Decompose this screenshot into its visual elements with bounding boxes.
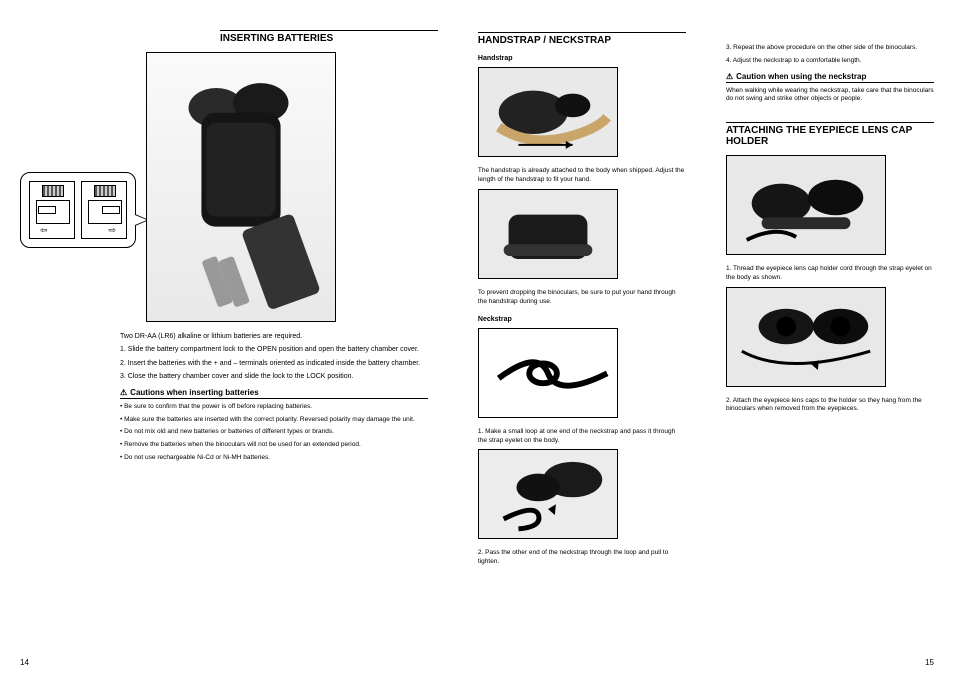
column-middle: HANDSTRAP / NECKSTRAP Handstrap The hand…: [458, 0, 706, 675]
arrow-left-icon: ⇦: [40, 225, 48, 236]
lenscap-svg-1: [727, 156, 885, 255]
handstrap-photo-1: [478, 67, 618, 157]
heading-insert-batteries: INSERTING BATTERIES: [220, 30, 438, 44]
battery-figure-row: ⇦ ⇨: [20, 52, 438, 322]
neckstrap-caution-heading: ⚠ Caution when using the neckstrap: [726, 72, 934, 83]
neckstrap-step-3: 3. Repeat the above procedure on the oth…: [726, 44, 934, 53]
heading-lens-cap-holder: ATTACHING THE EYEPIECE LENS CAP HOLDER: [726, 122, 934, 147]
neckstrap-svg-2: [479, 450, 617, 539]
lenscap-photo-1: [726, 155, 886, 255]
page-number-left: 14: [20, 658, 29, 667]
lock-icon-locked: ⇦: [29, 181, 75, 239]
heading-strap-text: HANDSTRAP / NECKSTRAP: [478, 32, 686, 46]
battery-intro: Two DR-AA (LR6) alkaline or lithium batt…: [120, 332, 428, 341]
neckstrap-svg-1: [479, 329, 617, 418]
binoculars-svg: [147, 53, 335, 321]
lenscap-svg-2: [727, 287, 885, 386]
battery-caution-3: • Do not mix old and new batteries or ba…: [120, 428, 428, 437]
lenscap-step-1: 1. Thread the eyepiece lens cap holder c…: [726, 265, 934, 283]
battery-caution-2: • Make sure the batteries are inserted w…: [120, 416, 428, 425]
arrow-right-icon: ⇨: [108, 225, 116, 236]
battery-caution-heading: ⚠ Cautions when inserting batteries: [120, 388, 428, 399]
battery-caution-4: • Remove the batteries when the binocula…: [120, 441, 428, 450]
handstrap-step-2: To prevent dropping the binoculars, be s…: [478, 289, 686, 307]
heading-strap: HANDSTRAP / NECKSTRAP: [478, 30, 686, 46]
neckstrap-photo-1: [478, 328, 618, 418]
neckstrap-step-2: 2. Pass the other end of the neckstrap t…: [478, 549, 686, 567]
neckstrap-step-1: 1. Make a small loop at one end of the n…: [478, 428, 686, 446]
battery-step-3: 3. Close the battery chamber cover and s…: [120, 372, 428, 381]
neckstrap-title: Neckstrap: [478, 315, 686, 324]
battery-text-block: Two DR-AA (LR6) alkaline or lithium batt…: [120, 332, 428, 463]
handstrap-step-1: The handstrap is already attached to the…: [478, 167, 686, 185]
neckstrap-caution-heading-text: Caution when using the neckstrap: [736, 72, 866, 81]
handstrap-title: Handstrap: [478, 54, 686, 63]
column-left: INSERTING BATTERIES ⇦ ⇨: [0, 0, 458, 675]
page-spread: INSERTING BATTERIES ⇦ ⇨: [0, 0, 954, 675]
warning-triangle-icon: ⚠: [120, 388, 127, 397]
battery-caution-5: • Do not use rechargeable Ni-Cd or Ni-MH…: [120, 454, 428, 463]
battery-step-2: 2. Insert the batteries with the + and –…: [120, 359, 428, 368]
battery-caution-1: • Be sure to confirm that the power is o…: [120, 403, 428, 412]
lock-open-callout: ⇦ ⇨: [20, 172, 136, 248]
battery-step-1: 1. Slide the battery compartment lock to…: [120, 345, 428, 354]
neckstrap-step-4: 4. Adjust the neckstrap to a comfortable…: [726, 57, 934, 66]
lenscap-photo-2: [726, 287, 886, 387]
page-number-right: 15: [925, 658, 934, 667]
neckstrap-photo-2: [478, 449, 618, 539]
battery-caution-heading-text: Cautions when inserting batteries: [130, 388, 258, 397]
neckstrap-caution-body: When walking while wearing the neckstrap…: [726, 87, 934, 105]
lock-icon-open: ⇨: [81, 181, 127, 239]
warning-triangle-icon-2: ⚠: [726, 72, 733, 81]
handstrap-svg-2: [479, 190, 617, 279]
column-right: 3. Repeat the above procedure on the oth…: [706, 0, 954, 675]
handstrap-svg-1: [479, 68, 617, 157]
handstrap-photo-2: [478, 189, 618, 279]
binoculars-battery-illustration: [146, 52, 336, 322]
lenscap-step-2: 2. Attach the eyepiece lens caps to the …: [726, 397, 934, 415]
